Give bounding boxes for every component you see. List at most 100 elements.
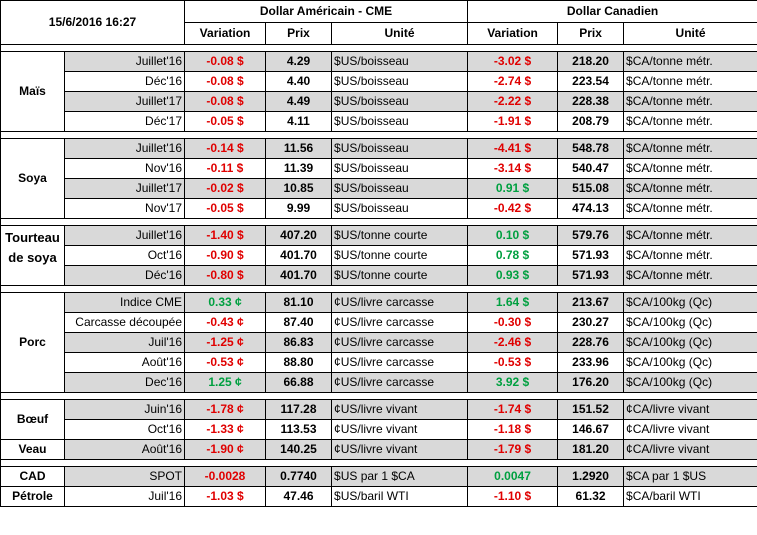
contract-cell: Août'16 — [63, 439, 186, 460]
table-row: Veau Août'16 -1.90 ¢ 140.25 ¢US/livre vivant… — [0, 439, 757, 460]
table-row: Nov'16 -0.11 $11.39 $US/boisseau -3.14 $540… — [1, 158, 757, 179]
usd-unit-cell: $US/boisseau — [331, 158, 469, 179]
cad-unit-cell: $CA/100kg (Qc) — [623, 332, 757, 353]
cad-variation-cell: 3.92 $ — [467, 372, 559, 393]
usd-unit-cell: $US par 1 $CA — [331, 466, 469, 487]
usd-unit-cell: ¢US/livre carcasse — [331, 352, 469, 373]
price-rows: Maïs Juillet'16 -0.08 $4.29 $US/boisseau -3.… — [0, 44, 757, 507]
usd-variation-cell: -0.05 $ — [184, 198, 267, 219]
cad-unit-cell: $CA/100kg (Qc) — [623, 292, 757, 313]
cad-price-cell: 151.52 — [557, 399, 625, 420]
table-row: Juillet'17 -0.02 $10.85 $US/boisseau 0.91 $… — [1, 178, 757, 199]
table-row: Oct'16 -0.90 $401.70 $US/tonne courte 0.78 … — [1, 245, 757, 266]
usd-unit-cell: $US/boisseau — [331, 51, 469, 72]
table-row: Août'16 -0.53 ¢ 88.80 ¢US/livre carcasse -0.… — [1, 352, 757, 373]
usd-price-cell: 140.25 — [265, 439, 333, 460]
cad-unit-cell: $CA/tonne métr. — [623, 178, 757, 199]
cad-price-cell: 176.20 — [557, 372, 625, 393]
table-row: Oct'16 -1.33 ¢ 113.53 ¢US/livre vivant -1.18… — [1, 419, 757, 440]
usd-unit-cell: $US/baril WTI — [331, 486, 469, 507]
table-row: Juil'16 -1.25 ¢ 86.83 ¢US/livre carcasse -2.… — [1, 332, 757, 353]
contract-cell: Juin'16 — [63, 399, 186, 420]
usd-price-cell: 4.40 — [265, 71, 333, 92]
usd-price-cell: 401.70 — [265, 265, 333, 286]
cad-price-cell: 579.76 — [557, 225, 625, 246]
usd-price-cell: 11.56 — [265, 138, 333, 159]
cad-price-cell: 181.20 — [557, 439, 625, 460]
cad-price-header: Prix — [557, 22, 625, 45]
separator-row — [0, 218, 757, 226]
usd-variation-cell: -0.43 ¢ — [184, 312, 267, 333]
usd-unit-cell: ¢US/livre vivant — [331, 399, 469, 420]
cad-variation-cell: -4.41 $ — [467, 138, 559, 159]
usd-unit-cell: ¢US/livre carcasse — [331, 372, 469, 393]
cad-price-cell: 218.20 — [557, 51, 625, 72]
cad-price-cell: 1.2920 — [557, 466, 625, 487]
cad-variation-cell: -2.74 $ — [467, 71, 559, 92]
cad-unit-cell: $CA/tonne métr. — [623, 71, 757, 92]
cad-variation-cell: -0.30 $ — [467, 312, 559, 333]
cad-unit-cell: $CA/tonne métr. — [623, 91, 757, 112]
cad-variation-cell: -0.42 $ — [467, 198, 559, 219]
table-row: Déc'16 -0.08 $4.40 $US/boisseau -2.74 $223.… — [1, 71, 757, 92]
table-row: Porc Indice CME 0.33 ¢ 81.10 ¢US/livre carca… — [0, 292, 757, 393]
cad-variation-cell: -0.53 $ — [467, 352, 559, 373]
usd-price-cell: 9.99 — [265, 198, 333, 219]
group-label-line: Tourteau — [5, 230, 60, 245]
contract-cell: SPOT — [63, 466, 186, 487]
group-label-soya: Soya — [0, 138, 65, 219]
contract-cell: Oct'16 — [63, 419, 186, 440]
cad-unit-cell: $CA/tonne métr. — [623, 111, 757, 132]
usd-unit-cell: ¢US/livre carcasse — [331, 312, 469, 333]
usd-variation-cell: 1.25 ¢ — [184, 372, 267, 393]
cad-price-cell: 208.79 — [557, 111, 625, 132]
separator-cell — [0, 44, 757, 52]
separator-cell — [0, 218, 757, 226]
usd-price-cell: 117.28 — [265, 399, 333, 420]
usd-variation-cell: -1.78 ¢ — [184, 399, 267, 420]
separator-row — [0, 44, 757, 52]
cad-variation-cell: -3.14 $ — [467, 158, 559, 179]
cad-unit-cell: ¢CA/livre vivant — [623, 439, 757, 460]
usd-variation-cell: -0.90 $ — [184, 245, 267, 266]
cad-price-cell: 474.13 — [557, 198, 625, 219]
cad-variation-cell: 0.78 $ — [467, 245, 559, 266]
usd-variation-cell: -0.08 $ — [184, 91, 267, 112]
cad-price-cell: 223.54 — [557, 71, 625, 92]
cad-unit-cell: $CA/baril WTI — [623, 486, 757, 507]
usd-variation-header: Variation — [184, 22, 267, 45]
cad-variation-header: Variation — [467, 22, 559, 45]
usd-unit-cell: ¢US/livre carcasse — [331, 332, 469, 353]
usd-variation-cell: -0.0028 — [184, 466, 267, 487]
cad-variation-cell: -3.02 $ — [467, 51, 559, 72]
cad-unit-header: Unité — [623, 22, 757, 45]
contract-cell: Juillet'16 — [63, 138, 186, 159]
usd-unit-cell: $US/boisseau — [331, 178, 469, 199]
cad-price-cell: 548.78 — [557, 138, 625, 159]
contract-cell: Juillet'17 — [63, 91, 186, 112]
contract-cell: Dec'16 — [63, 372, 186, 393]
group-label-porc: Porc — [0, 292, 65, 393]
usd-price-cell: 4.49 — [265, 91, 333, 112]
separator-cell — [0, 459, 757, 467]
usd-variation-cell: -0.11 $ — [184, 158, 267, 179]
usd-variation-cell: -1.25 ¢ — [184, 332, 267, 353]
group-label-boeuf: Bœuf — [0, 399, 65, 440]
cad-unit-cell: $CA/100kg (Qc) — [623, 312, 757, 333]
contract-cell: Juil'16 — [63, 486, 186, 507]
cad-price-cell: 228.38 — [557, 91, 625, 112]
usd-price-cell: 87.40 — [265, 312, 333, 333]
cad-price-cell: 228.76 — [557, 332, 625, 353]
usd-unit-cell: $US/boisseau — [331, 198, 469, 219]
contract-cell: Déc'16 — [63, 71, 186, 92]
cad-variation-cell: -1.18 $ — [467, 419, 559, 440]
usd-price-cell: 407.20 — [265, 225, 333, 246]
usd-variation-cell: -1.90 ¢ — [184, 439, 267, 460]
cad-unit-cell: $CA/tonne métr. — [623, 225, 757, 246]
cad-variation-cell: -1.79 $ — [467, 439, 559, 460]
usd-variation-cell: -0.14 $ — [184, 138, 267, 159]
table-row: Maïs Juillet'16 -0.08 $4.29 $US/boisseau -3.… — [0, 51, 757, 132]
separator-cell — [0, 285, 757, 293]
separator-cell — [0, 131, 757, 139]
